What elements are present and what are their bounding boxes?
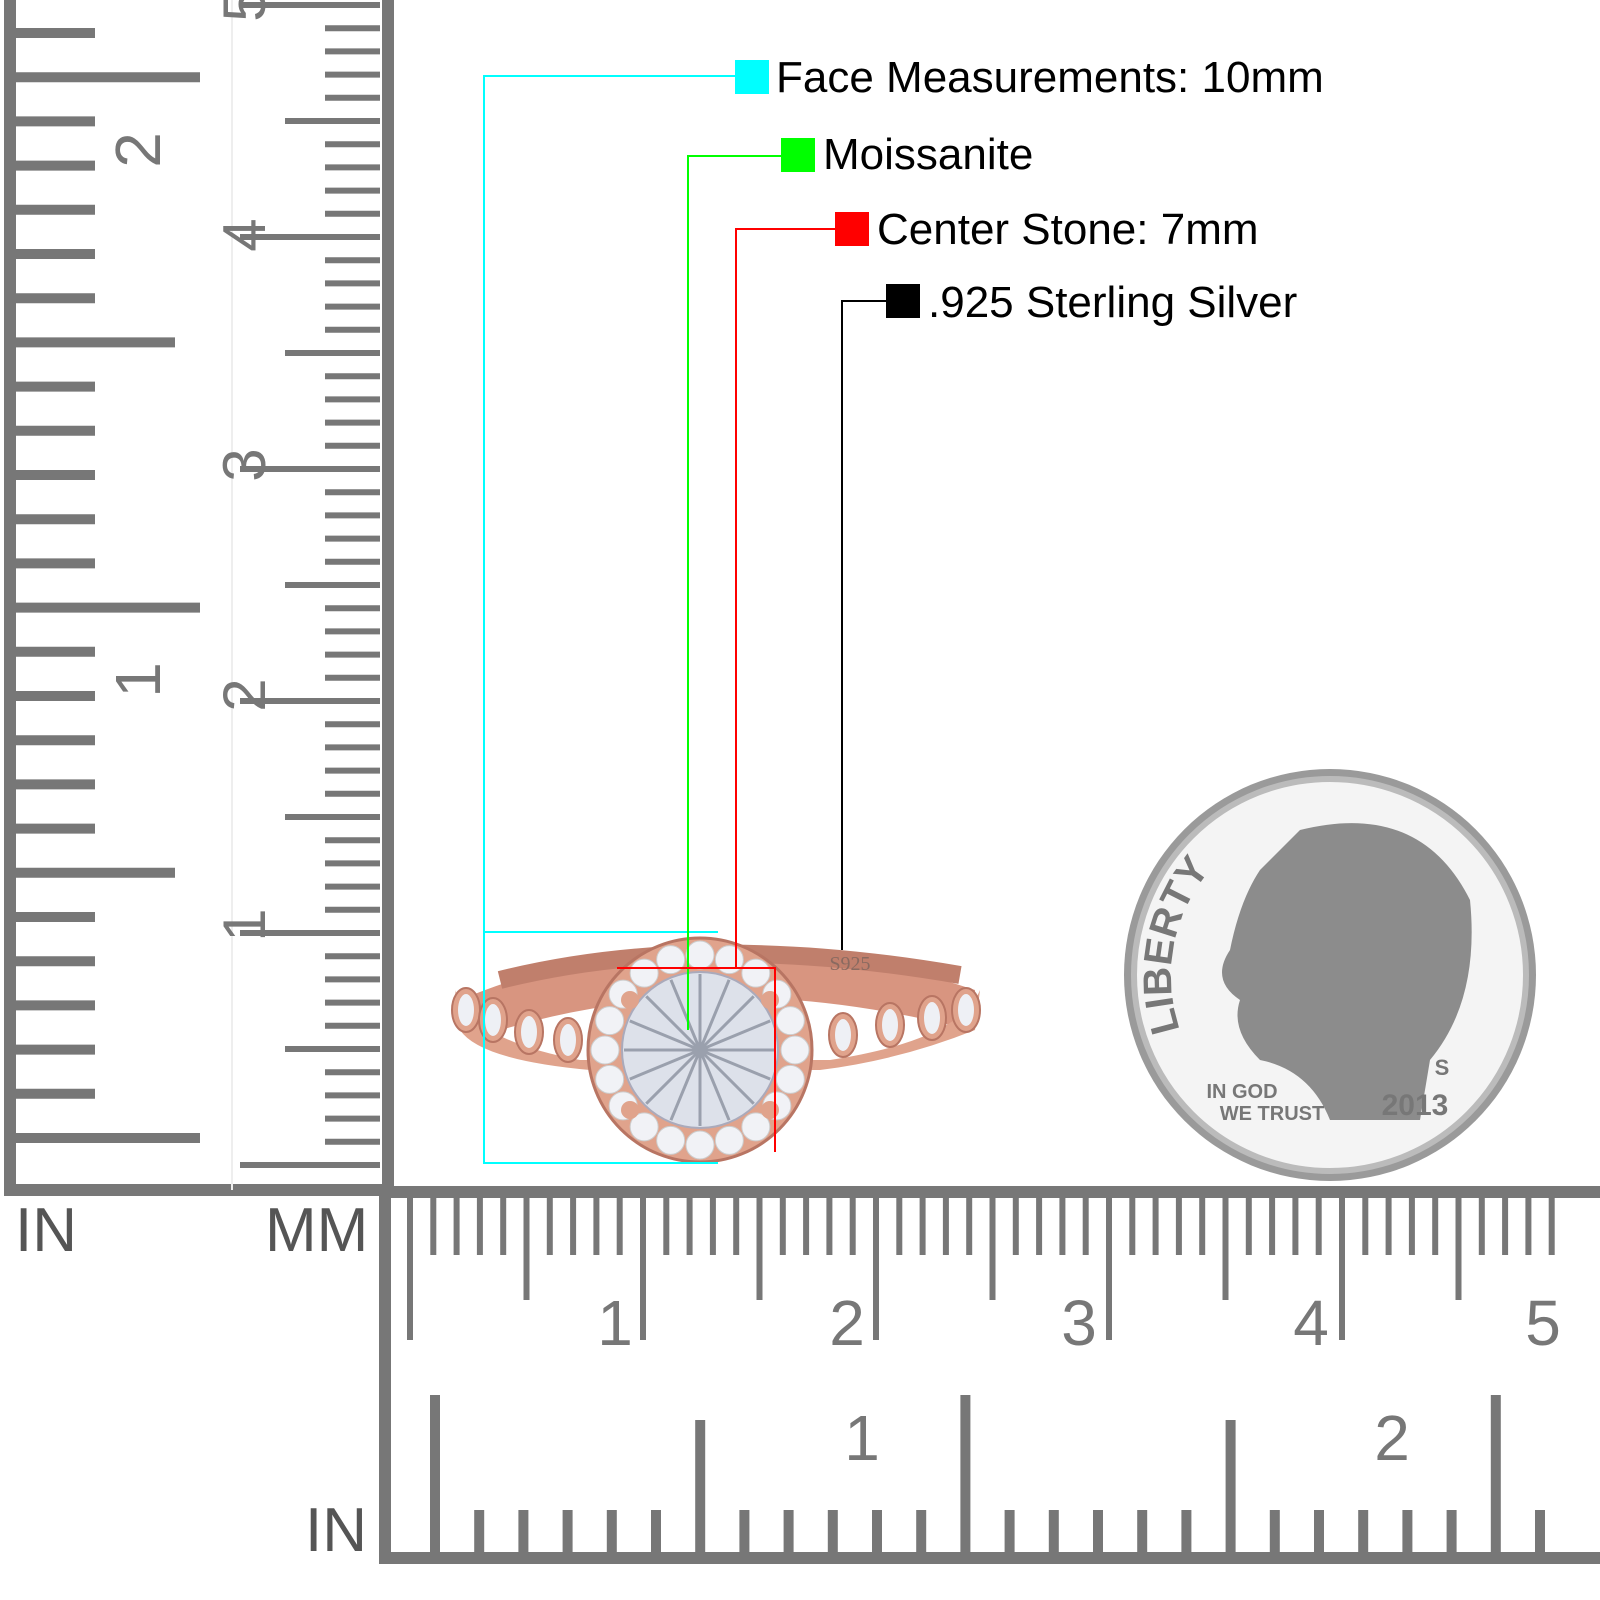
bottom-ruler-frame	[379, 1186, 1600, 1564]
bottom-mm-number: 1	[597, 1287, 633, 1359]
left-mm-number: 1	[211, 908, 278, 941]
stone-facet	[698, 979, 731, 1051]
stone-facet	[669, 1049, 702, 1121]
stone-facet	[645, 995, 702, 1052]
stone-facet	[645, 1048, 702, 1105]
halo-stone	[590, 1035, 620, 1065]
prong	[761, 991, 779, 1009]
legend-swatch-face	[735, 60, 769, 94]
halo-stone	[629, 1112, 659, 1142]
halo-stone	[775, 1006, 805, 1036]
halo-stone	[780, 1035, 810, 1065]
side-stone	[924, 1002, 940, 1034]
stone-facet	[699, 1019, 771, 1052]
side-stone	[485, 1004, 501, 1036]
legend-center-stone: Center Stone: 7mm	[877, 205, 1259, 254]
stone-facet	[699, 1048, 771, 1081]
prong	[621, 991, 639, 1009]
halo-stone	[714, 1125, 744, 1155]
bottom-inch-number: 1	[844, 1402, 880, 1474]
prong	[621, 1101, 639, 1119]
halo-stone	[741, 1112, 771, 1142]
silver-line	[841, 300, 886, 950]
legend-swatch-silver	[886, 284, 920, 318]
halo-stone	[629, 958, 659, 988]
legend-moissanite: Moissanite	[823, 130, 1034, 179]
bottom-mm-number: 2	[829, 1287, 865, 1359]
legend-swatch-moissanite	[781, 138, 815, 172]
left-inch-number: 2	[102, 132, 174, 168]
side-stone	[560, 1024, 576, 1056]
left-inch-unit-label: IN	[15, 1196, 77, 1265]
left-mm-number: 5	[211, 0, 278, 22]
ring-stamp: S925	[829, 953, 870, 975]
coin-motto-1: IN GOD	[1206, 1081, 1277, 1103]
center-stone-line	[735, 228, 835, 968]
prong	[761, 1101, 779, 1119]
coin-year: 2013	[1382, 1089, 1449, 1122]
face-measurement-line	[483, 75, 735, 1164]
coin-motto-2: WE TRUST	[1220, 1103, 1324, 1125]
stone-facet	[629, 1019, 701, 1052]
bottom-mm-number: 4	[1293, 1287, 1329, 1359]
bottom-mm-number: 3	[1061, 1287, 1097, 1359]
ring: S925	[451, 936, 981, 1164]
halo-stone	[656, 945, 686, 975]
halo-stone	[741, 958, 771, 988]
left-mm-number: 4	[211, 218, 278, 251]
legend-face-measurements: Face Measurements: 10mm	[776, 53, 1324, 102]
bottom-mm-number: 5	[1525, 1287, 1561, 1359]
halo-stone	[685, 940, 715, 970]
bottom-inch-number: 2	[1374, 1402, 1410, 1474]
side-stone	[958, 994, 974, 1026]
left-mm-number: 3	[211, 448, 278, 481]
legend-swatch-center-stone	[835, 212, 869, 246]
center-stone-box	[617, 967, 776, 1152]
stone-facet	[698, 1048, 755, 1105]
side-stone	[882, 1009, 898, 1041]
halo-stone	[775, 1064, 805, 1094]
coin-mint-mark: S	[1435, 1055, 1450, 1080]
stone-facet	[698, 1049, 731, 1121]
halo-stone	[714, 945, 744, 975]
bottom-inch-unit-label: IN	[305, 1496, 367, 1565]
stone-facet	[669, 979, 702, 1051]
moissanite-line	[687, 155, 781, 1030]
left-inch-number: 1	[102, 662, 174, 698]
halo-stone	[685, 1130, 715, 1160]
halo-stone	[595, 1006, 625, 1036]
left-mm-number: 2	[211, 678, 278, 711]
left-ruler-frame	[4, 0, 394, 1196]
halo-stone	[595, 1064, 625, 1094]
stone-facet	[629, 1048, 701, 1081]
coin-portrait	[1222, 823, 1472, 1120]
stone-facet	[698, 995, 755, 1052]
legend-sterling-silver: .925 Sterling Silver	[928, 278, 1298, 327]
side-stone	[458, 994, 474, 1026]
side-stone	[835, 1019, 851, 1051]
side-stone	[521, 1016, 537, 1048]
mm-unit-label: MM	[265, 1196, 369, 1265]
halo-stone	[656, 1125, 686, 1155]
